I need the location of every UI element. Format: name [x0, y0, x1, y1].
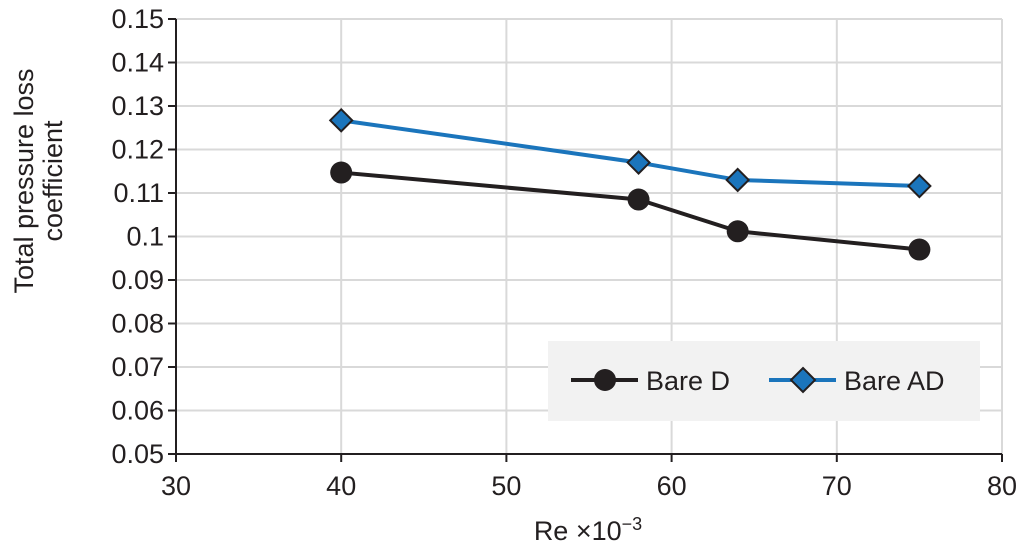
data-point-bare-ad — [725, 167, 751, 193]
data-series — [328, 107, 932, 261]
y-tick-label: 0.1 — [126, 222, 164, 252]
x-axis-title: Re ×10−3 — [534, 514, 642, 546]
y-tick-label: 0.08 — [111, 309, 164, 339]
y-axis-title-line-2: coefficient — [38, 120, 68, 242]
legend: Bare D Bare AD — [548, 341, 980, 421]
x-axis-title-text: Re ×10 — [534, 516, 622, 546]
x-tick-label: 60 — [657, 471, 687, 501]
y-tick-label: 0.06 — [111, 396, 164, 426]
tick-labels: 0.05 0.06 0.07 0.08 0.09 0.1 0.11 0.12 0.13 0.14 0… — [111, 4, 1017, 501]
y-tick-label: 0.07 — [111, 352, 164, 382]
y-tick-label: 0.14 — [111, 48, 164, 78]
legend-label-bare-ad: Bare AD — [844, 366, 945, 396]
series-line-bare-ad — [340, 118, 920, 189]
data-point-bare-d — [726, 220, 749, 243]
x-tick-label: 70 — [822, 471, 852, 501]
y-tick-label: 0.11 — [113, 178, 164, 208]
x-tick-label: 40 — [326, 471, 356, 501]
data-point-bare-d — [908, 238, 931, 261]
axis-titles: Total pressure loss coefficient Re ×10−3 — [9, 68, 642, 546]
y-axis-title-line-1: Total pressure loss — [9, 68, 39, 293]
y-tick-label: 0.09 — [111, 265, 164, 295]
data-point-bare-ad — [328, 107, 354, 133]
x-tick-label: 50 — [491, 471, 521, 501]
series-bare-d — [330, 161, 931, 261]
y-tick-label: 0.05 — [111, 439, 164, 469]
y-tick-label: 0.15 — [111, 4, 164, 34]
series-bare-ad — [328, 107, 932, 199]
data-point-bare-ad — [906, 173, 932, 199]
y-tick-label: 0.13 — [111, 91, 164, 121]
legend-marker-bare-d — [594, 369, 616, 391]
legend-marker-bare-ad — [789, 366, 817, 394]
legend-label-bare-d: Bare D — [646, 366, 730, 396]
series-line-bare-d — [341, 170, 920, 252]
x-tick-label: 80 — [987, 471, 1017, 501]
data-point-bare-ad — [626, 150, 651, 175]
data-point-bare-d — [627, 188, 650, 211]
y-tick-label: 0.12 — [111, 135, 164, 165]
axes — [168, 18, 1003, 462]
x-axis-title-exponent: −3 — [622, 514, 643, 534]
data-point-bare-d — [330, 161, 353, 184]
x-tick-label: 30 — [161, 471, 191, 501]
